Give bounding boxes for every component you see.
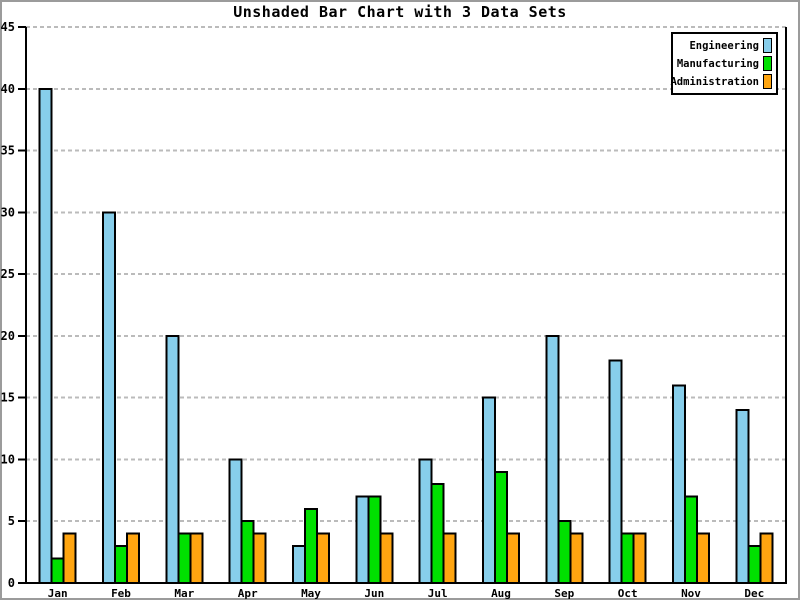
bar-administration-mar xyxy=(189,532,204,584)
x-tick-label: Sep xyxy=(554,587,574,600)
bar-engineering-dec xyxy=(735,409,750,584)
y-tick-label: 30 xyxy=(1,205,15,219)
y-tick-label: 5 xyxy=(8,514,15,528)
legend-label-administration: Administration xyxy=(670,75,759,88)
y-tick-label: 15 xyxy=(1,391,15,405)
y-tick-label: 0 xyxy=(8,576,15,590)
bar-engineering-sep xyxy=(545,334,560,584)
bar-administration-aug xyxy=(506,532,520,584)
bar-manufacturing-mar xyxy=(177,532,192,584)
x-tick-label: Mar xyxy=(174,587,194,600)
bar-engineering-jan xyxy=(38,87,53,585)
bar-engineering-feb xyxy=(102,211,116,584)
legend-label-manufacturing: Manufacturing xyxy=(676,57,759,70)
bar-manufacturing-dec xyxy=(747,544,762,585)
bar-engineering-nov xyxy=(672,384,686,584)
bar-manufacturing-apr xyxy=(240,520,255,585)
chart-title: Unshaded Bar Chart with 3 Data Sets xyxy=(233,3,567,21)
bar-administration-sep xyxy=(569,532,584,584)
legend-item-manufacturing: Manufacturing xyxy=(677,55,772,73)
bar-administration-jan xyxy=(62,532,77,584)
x-tick-label: Feb xyxy=(111,587,131,600)
bar-manufacturing-may xyxy=(304,507,318,584)
bar-administration-nov xyxy=(696,532,710,584)
bar-manufacturing-jun xyxy=(367,495,382,584)
y-tick-label: 35 xyxy=(1,144,15,158)
legend-item-administration: Administration xyxy=(670,73,772,91)
legend: Engineering Manufacturing Administration xyxy=(670,32,778,95)
bar-administration-apr xyxy=(252,532,267,584)
bar-administration-may xyxy=(316,532,330,584)
legend-swatch-administration-icon xyxy=(763,74,772,89)
legend-label-engineering: Engineering xyxy=(689,39,759,52)
bar-engineering-jun xyxy=(355,495,370,584)
x-tick-label: Jul xyxy=(428,587,448,600)
bar-manufacturing-nov xyxy=(684,495,698,584)
y-tick-label: 10 xyxy=(1,452,15,466)
bar-administration-jul xyxy=(442,532,457,584)
x-tick-label: Nov xyxy=(681,587,701,600)
bar-administration-feb xyxy=(126,532,140,584)
bar-engineering-aug xyxy=(482,396,496,584)
legend-item-engineering: Engineering xyxy=(677,37,772,55)
y-tick-label: 25 xyxy=(1,267,15,281)
x-tick-label: Jan xyxy=(48,587,68,600)
bar-engineering-mar xyxy=(165,334,180,584)
bar-manufacturing-feb xyxy=(114,544,128,585)
x-tick-label: Aug xyxy=(491,587,511,600)
x-tick-label: Jun xyxy=(364,587,384,600)
x-tick-label: May xyxy=(301,587,321,600)
bar-manufacturing-oct xyxy=(620,532,635,584)
y-tick-label: 40 xyxy=(1,82,15,96)
legend-swatch-engineering-icon xyxy=(763,38,772,53)
bar-administration-jun xyxy=(379,532,394,584)
bar-administration-oct xyxy=(632,532,647,584)
y-tick-label: 20 xyxy=(1,329,15,343)
bar-engineering-may xyxy=(292,544,306,585)
bar-engineering-oct xyxy=(608,359,623,584)
x-tick-label: Oct xyxy=(618,587,638,600)
bar-manufacturing-jan xyxy=(50,557,65,584)
legend-swatch-manufacturing-icon xyxy=(763,56,772,71)
bar-engineering-apr xyxy=(228,458,243,585)
bar-engineering-jul xyxy=(418,458,433,585)
x-tick-label: Dec xyxy=(744,587,764,600)
bar-administration-dec xyxy=(759,532,774,584)
y-tick-label: 45 xyxy=(1,20,15,34)
bar-manufacturing-aug xyxy=(494,470,508,584)
x-tick-label: Apr xyxy=(238,587,258,600)
bar-manufacturing-jul xyxy=(430,483,445,584)
bar-manufacturing-sep xyxy=(557,520,572,585)
